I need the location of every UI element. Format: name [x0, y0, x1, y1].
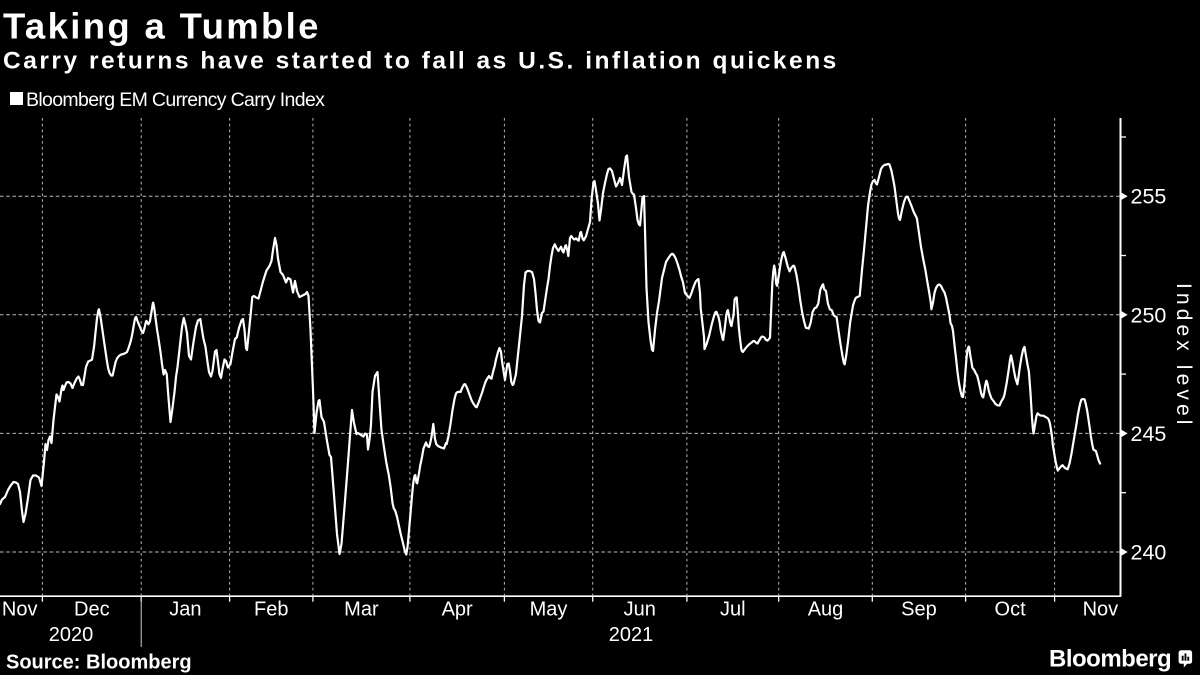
svg-text:Source: Bloomberg: Source: Bloomberg [6, 652, 192, 674]
svg-text:245: 245 [1131, 422, 1167, 446]
svg-text:Jun: Jun [624, 599, 656, 621]
svg-text:2021: 2021 [609, 624, 654, 646]
svg-text:Nov: Nov [1083, 599, 1119, 621]
svg-text:Index level: Index level [1172, 283, 1195, 429]
svg-text:240: 240 [1131, 541, 1167, 565]
svg-text:255: 255 [1131, 185, 1167, 209]
svg-text:Mar: Mar [344, 599, 379, 621]
svg-text:Nov: Nov [2, 599, 38, 621]
svg-text:250: 250 [1131, 303, 1167, 327]
svg-text:Bloomberg EM Currency Carry In: Bloomberg EM Currency Carry Index [26, 89, 325, 111]
svg-text:May: May [530, 599, 568, 621]
svg-text:Jan: Jan [169, 599, 201, 621]
svg-text:Bloomberg: Bloomberg [1049, 646, 1171, 673]
svg-text:Apr: Apr [442, 599, 473, 621]
svg-text:Feb: Feb [254, 599, 288, 621]
svg-text:Aug: Aug [808, 599, 844, 621]
svg-text:Oct: Oct [995, 599, 1027, 621]
svg-text:Sep: Sep [901, 599, 937, 621]
svg-text:Jul: Jul [720, 599, 746, 621]
svg-text:Carry returns have started to: Carry returns have started to fall as U.… [3, 48, 839, 75]
svg-text:Taking a Tumble: Taking a Tumble [3, 6, 321, 47]
svg-text:2020: 2020 [49, 624, 94, 646]
svg-text:Dec: Dec [74, 599, 110, 621]
